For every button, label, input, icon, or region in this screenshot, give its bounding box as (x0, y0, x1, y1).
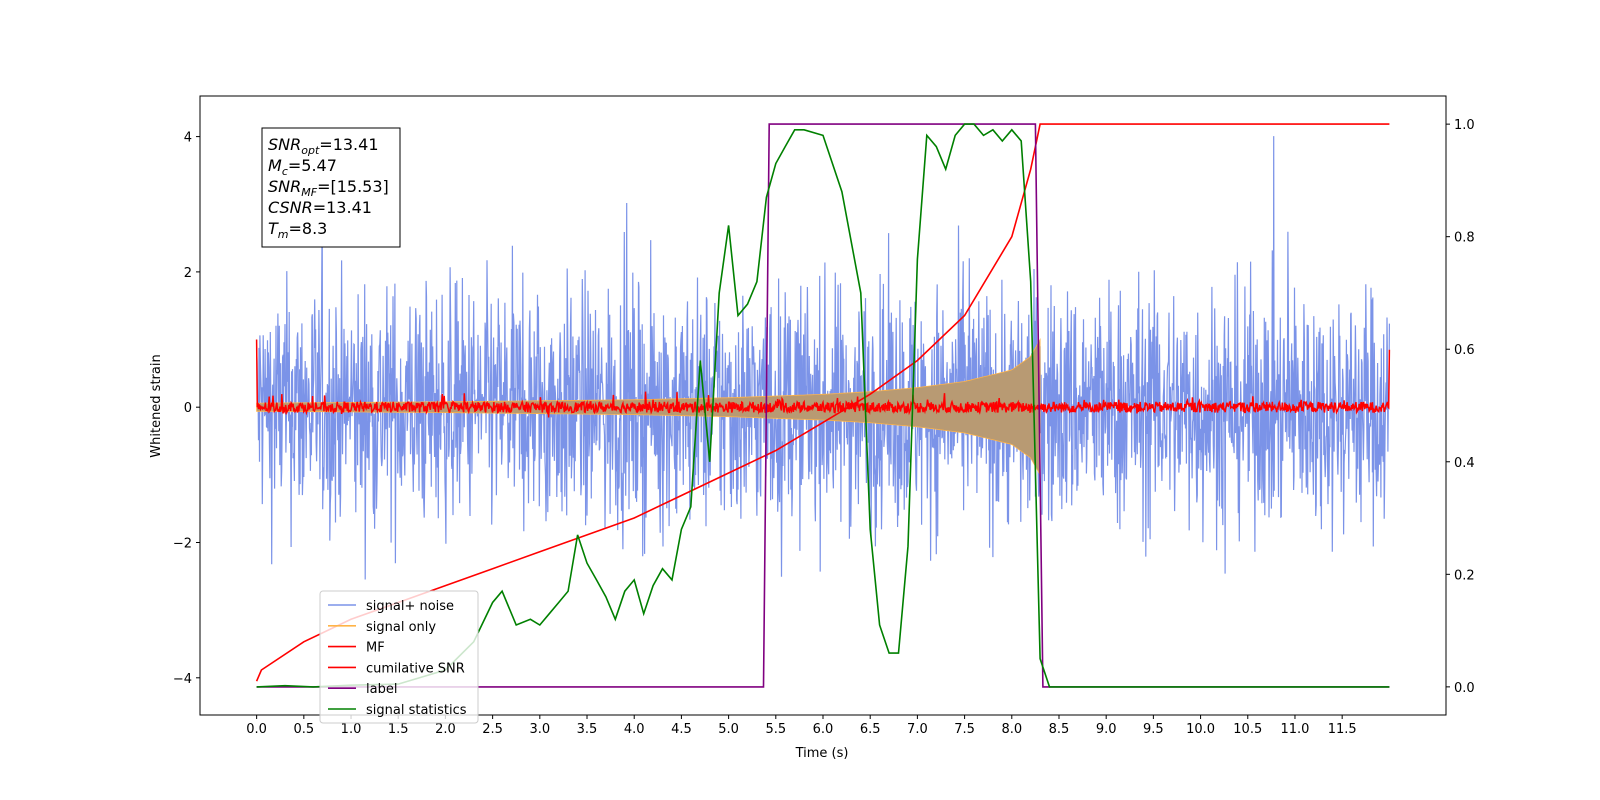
x-tick-label: 6.5 (860, 722, 881, 737)
y-tick-label: 2 (184, 266, 192, 281)
x-tick-label: 1.5 (388, 722, 409, 737)
annotation-line: SNRopt=13.41 (268, 135, 379, 157)
legend-label: cumilative SNR (366, 661, 465, 676)
x-tick-label: 6.0 (813, 722, 834, 737)
x-tick-label: 5.5 (765, 722, 786, 737)
y-tick-label: −2 (173, 536, 192, 551)
y2-tick-label: 1.0 (1454, 118, 1475, 133)
y-axis-label: Whitened strain (149, 354, 164, 457)
legend-label: label (366, 682, 397, 697)
y2-tick-label: 0.8 (1454, 231, 1475, 246)
legend-label: signal only (366, 620, 436, 635)
legend-label: MF (366, 641, 385, 656)
x-tick-label: 11.5 (1328, 722, 1357, 737)
x-tick-label: 0.0 (246, 722, 267, 737)
annotation-line: CSNR=13.41 (268, 198, 372, 217)
x-tick-label: 4.0 (624, 722, 645, 737)
x-axis-label: Time (s) (795, 746, 849, 761)
y2-tick-label: 0.2 (1454, 568, 1475, 583)
y-tick-label: −4 (173, 672, 192, 687)
legend: signal+ noise signal only MF cumilative SNR… (319, 590, 479, 724)
x-tick-label: 5.0 (718, 722, 739, 737)
y-tick-label: 0 (184, 401, 192, 416)
x-tick-label: 3.0 (529, 722, 550, 737)
x-tick-label: 11.0 (1280, 722, 1309, 737)
y2-tick-label: 0.0 (1454, 681, 1475, 696)
x-tick-label: 10.0 (1186, 722, 1215, 737)
series-mf (255, 339, 1391, 418)
x-tick-label: 2.5 (482, 722, 503, 737)
x-tick-label: 10.5 (1233, 722, 1262, 737)
x-tick-label: 9.0 (1096, 722, 1117, 737)
x-tick-label: 3.5 (577, 722, 598, 737)
x-tick-label: 0.5 (293, 722, 314, 737)
annotation-line: Tm=8.3 (268, 219, 327, 241)
series-signal-noise (256, 136, 1390, 580)
annotation-box: SNRopt=13.41Mc=5.47SNRMF=[15.53]CSNR=13.… (261, 127, 401, 248)
x-tick-label: 9.5 (1143, 722, 1164, 737)
annotation-line: SNRMF=[15.53] (268, 177, 389, 199)
series-signal-statistics (256, 123, 1390, 688)
x-tick-label: 4.5 (671, 722, 692, 737)
y2-tick-label: 0.4 (1454, 456, 1475, 471)
x-tick-label: 8.5 (1049, 722, 1070, 737)
legend-label: signal+ noise (366, 599, 454, 614)
y-tick-label: 4 (184, 131, 192, 146)
x-tick-label: 7.5 (954, 722, 975, 737)
legend-label: signal statistics (366, 703, 467, 718)
x-tick-label: 1.0 (341, 722, 362, 737)
x-tick-label: 7.0 (907, 722, 928, 737)
annotation-line: Mc=5.47 (268, 156, 337, 178)
x-tick-label: 2.0 (435, 722, 456, 737)
x-tick-label: 8.0 (1001, 722, 1022, 737)
y2-tick-label: 0.6 (1454, 343, 1475, 358)
